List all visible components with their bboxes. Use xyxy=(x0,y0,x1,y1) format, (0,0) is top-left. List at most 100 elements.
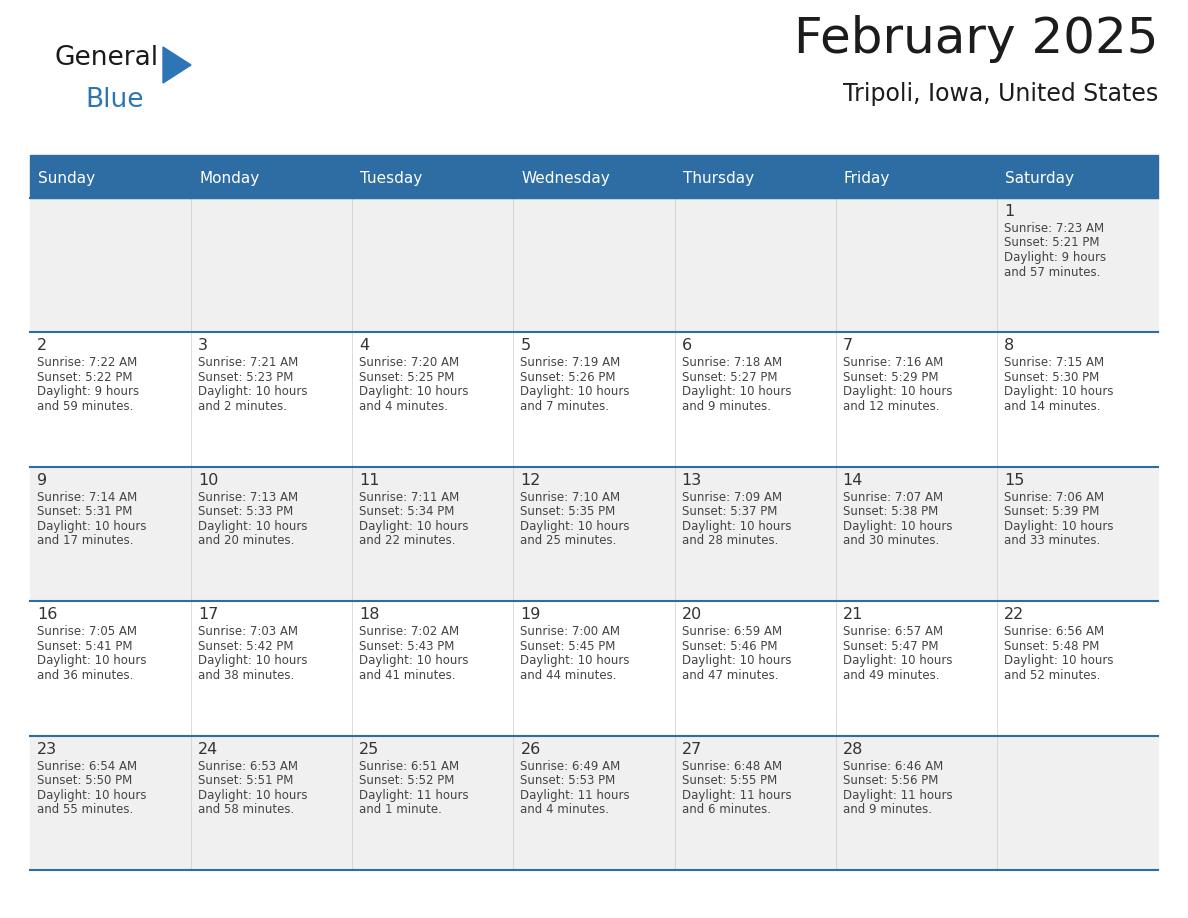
Bar xyxy=(353,160,513,198)
Text: Daylight: 10 hours: Daylight: 10 hours xyxy=(359,655,469,667)
Text: Sunset: 5:25 PM: Sunset: 5:25 PM xyxy=(359,371,455,384)
Text: Daylight: 11 hours: Daylight: 11 hours xyxy=(842,789,953,801)
Text: and 25 minutes.: and 25 minutes. xyxy=(520,534,617,547)
Text: Sunset: 5:51 PM: Sunset: 5:51 PM xyxy=(198,774,293,787)
Bar xyxy=(513,601,675,735)
Text: Sunset: 5:29 PM: Sunset: 5:29 PM xyxy=(842,371,939,384)
Bar xyxy=(353,198,513,332)
Text: Sunrise: 7:05 AM: Sunrise: 7:05 AM xyxy=(37,625,137,638)
Text: Sunset: 5:34 PM: Sunset: 5:34 PM xyxy=(359,505,455,519)
Text: Daylight: 10 hours: Daylight: 10 hours xyxy=(682,655,791,667)
Text: Wednesday: Wednesday xyxy=(522,172,611,186)
Bar xyxy=(191,332,353,466)
Text: and 55 minutes.: and 55 minutes. xyxy=(37,803,133,816)
Bar xyxy=(675,601,835,735)
Bar xyxy=(997,601,1158,735)
Text: Daylight: 11 hours: Daylight: 11 hours xyxy=(359,789,469,801)
Bar xyxy=(353,332,513,466)
Text: and 20 minutes.: and 20 minutes. xyxy=(198,534,295,547)
Bar xyxy=(675,332,835,466)
Text: Sunrise: 7:09 AM: Sunrise: 7:09 AM xyxy=(682,491,782,504)
Bar xyxy=(997,332,1158,466)
Text: and 9 minutes.: and 9 minutes. xyxy=(682,400,771,413)
Bar xyxy=(997,198,1158,332)
Text: Sunset: 5:41 PM: Sunset: 5:41 PM xyxy=(37,640,133,653)
Text: Sunrise: 6:59 AM: Sunrise: 6:59 AM xyxy=(682,625,782,638)
Text: Sunset: 5:27 PM: Sunset: 5:27 PM xyxy=(682,371,777,384)
Text: Friday: Friday xyxy=(843,172,890,186)
Text: 15: 15 xyxy=(1004,473,1024,487)
Text: Daylight: 11 hours: Daylight: 11 hours xyxy=(682,789,791,801)
Text: and 9 minutes.: and 9 minutes. xyxy=(842,803,931,816)
Text: 4: 4 xyxy=(359,339,369,353)
Text: Daylight: 10 hours: Daylight: 10 hours xyxy=(842,386,953,398)
Text: 14: 14 xyxy=(842,473,864,487)
Text: and 58 minutes.: and 58 minutes. xyxy=(198,803,295,816)
Text: and 4 minutes.: and 4 minutes. xyxy=(520,803,609,816)
Bar xyxy=(30,160,191,198)
Text: and 36 minutes.: and 36 minutes. xyxy=(37,668,133,682)
Text: 3: 3 xyxy=(198,339,208,353)
Text: and 44 minutes.: and 44 minutes. xyxy=(520,668,617,682)
Text: Sunset: 5:52 PM: Sunset: 5:52 PM xyxy=(359,774,455,787)
Text: Sunset: 5:35 PM: Sunset: 5:35 PM xyxy=(520,505,615,519)
Text: Daylight: 10 hours: Daylight: 10 hours xyxy=(520,386,630,398)
Text: Daylight: 10 hours: Daylight: 10 hours xyxy=(682,520,791,532)
Text: Sunrise: 7:20 AM: Sunrise: 7:20 AM xyxy=(359,356,460,369)
Bar xyxy=(513,332,675,466)
Text: Sunset: 5:53 PM: Sunset: 5:53 PM xyxy=(520,774,615,787)
Text: Sunrise: 6:53 AM: Sunrise: 6:53 AM xyxy=(198,759,298,773)
Bar xyxy=(191,601,353,735)
Text: Sunrise: 6:46 AM: Sunrise: 6:46 AM xyxy=(842,759,943,773)
Text: and 28 minutes.: and 28 minutes. xyxy=(682,534,778,547)
Text: Blue: Blue xyxy=(86,87,144,113)
Bar xyxy=(191,198,353,332)
Text: and 14 minutes.: and 14 minutes. xyxy=(1004,400,1100,413)
Text: Saturday: Saturday xyxy=(1005,172,1074,186)
Text: Sunset: 5:22 PM: Sunset: 5:22 PM xyxy=(37,371,133,384)
Text: 22: 22 xyxy=(1004,607,1024,622)
Text: and 57 minutes.: and 57 minutes. xyxy=(1004,265,1100,278)
Text: 17: 17 xyxy=(198,607,219,622)
Text: Sunrise: 6:57 AM: Sunrise: 6:57 AM xyxy=(842,625,943,638)
Bar xyxy=(353,601,513,735)
Bar xyxy=(30,155,1158,160)
Text: Sunrise: 7:15 AM: Sunrise: 7:15 AM xyxy=(1004,356,1104,369)
Text: Daylight: 10 hours: Daylight: 10 hours xyxy=(37,789,146,801)
Text: Daylight: 10 hours: Daylight: 10 hours xyxy=(842,655,953,667)
Bar xyxy=(835,332,997,466)
Text: and 49 minutes.: and 49 minutes. xyxy=(842,668,940,682)
Text: 21: 21 xyxy=(842,607,864,622)
Bar xyxy=(30,466,191,601)
Bar xyxy=(513,160,675,198)
Bar xyxy=(30,332,191,466)
Text: 10: 10 xyxy=(198,473,219,487)
Text: 6: 6 xyxy=(682,339,691,353)
Text: and 12 minutes.: and 12 minutes. xyxy=(842,400,940,413)
Text: and 47 minutes.: and 47 minutes. xyxy=(682,668,778,682)
Text: and 17 minutes.: and 17 minutes. xyxy=(37,534,133,547)
Text: Sunrise: 7:13 AM: Sunrise: 7:13 AM xyxy=(198,491,298,504)
Text: 19: 19 xyxy=(520,607,541,622)
Text: Daylight: 10 hours: Daylight: 10 hours xyxy=(842,520,953,532)
Bar xyxy=(353,735,513,870)
Text: and 2 minutes.: and 2 minutes. xyxy=(198,400,287,413)
Text: February 2025: February 2025 xyxy=(794,15,1158,63)
Bar xyxy=(675,466,835,601)
Text: 26: 26 xyxy=(520,742,541,756)
Text: and 30 minutes.: and 30 minutes. xyxy=(842,534,939,547)
Bar xyxy=(997,160,1158,198)
Text: 5: 5 xyxy=(520,339,531,353)
Text: Daylight: 10 hours: Daylight: 10 hours xyxy=(359,386,469,398)
Text: 16: 16 xyxy=(37,607,57,622)
Text: Daylight: 10 hours: Daylight: 10 hours xyxy=(37,520,146,532)
Text: 24: 24 xyxy=(198,742,219,756)
Text: Sunrise: 7:07 AM: Sunrise: 7:07 AM xyxy=(842,491,943,504)
Text: Monday: Monday xyxy=(200,172,259,186)
Text: Daylight: 10 hours: Daylight: 10 hours xyxy=(198,655,308,667)
Text: Sunset: 5:48 PM: Sunset: 5:48 PM xyxy=(1004,640,1099,653)
Text: Daylight: 9 hours: Daylight: 9 hours xyxy=(1004,251,1106,264)
Text: Sunrise: 6:54 AM: Sunrise: 6:54 AM xyxy=(37,759,137,773)
Text: Sunset: 5:45 PM: Sunset: 5:45 PM xyxy=(520,640,615,653)
Bar xyxy=(513,735,675,870)
